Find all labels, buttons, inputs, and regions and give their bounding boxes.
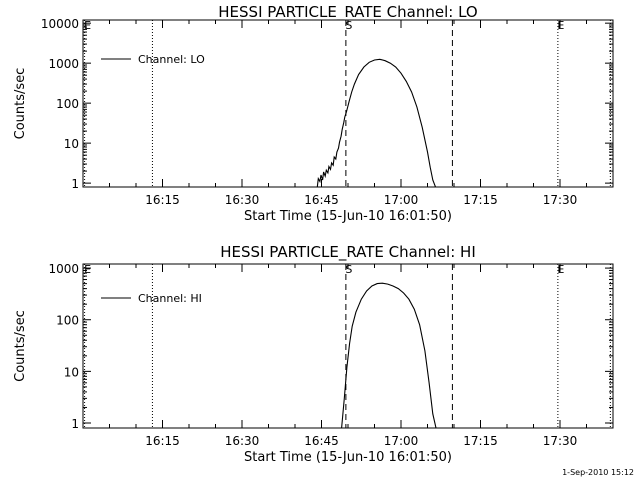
panel2-legend-label: Channel: HI [138,292,202,305]
panel1-y-tick-label: 1 [71,177,79,191]
panel1-y-tick-label: 10000 [41,17,79,31]
panel1-series-line [316,58,441,188]
panel1-title: HESSI PARTICLE_RATE Channel: LO [218,3,477,22]
panel2-x-tick-label: 16:45 [304,434,339,448]
panel1-legend-label: Channel: LO [138,53,205,66]
panel2-y-tick-label: 1 [71,417,79,431]
panel2-x-axis-label: Start Time (15-Jun-10 16:01:50) [244,450,452,465]
print-timestamp: 1-Sep-2010 15:12 [562,468,634,477]
panel1-event-marker-label: S [345,19,352,32]
panel1-y-axis-label: Counts/sec [13,68,28,140]
panel2-plot-frame [82,263,614,429]
panel2-x-tick-label: 17:15 [463,434,498,448]
panel2-series-line [341,282,437,429]
panel2-x-tick-label: 17:00 [384,434,419,448]
panel2-x-tick-label: 16:15 [145,434,180,448]
panel1-event-marker-label: E [557,19,564,32]
panel2-x-tick-label: 16:30 [225,434,260,448]
panel1-y-tick-label: 1000 [48,57,79,71]
panel2-y-tick-label: 100 [56,314,79,328]
panel2-event-marker-label: E [84,263,91,276]
panel1-plot-frame [82,19,614,188]
panel2-event-marker-label: S [345,263,352,276]
panel2-y-tick-label: 1000 [48,262,79,276]
panel1-x-tick-label: 16:15 [145,193,180,207]
panel1-x-axis-label: Start Time (15-Jun-10 16:01:50) [244,209,452,224]
panel2-event-marker-label: E [557,263,564,276]
panel1-x-tick-label: 17:15 [463,193,498,207]
panel1-y-tick-label: 10 [64,137,79,151]
panel1-event-marker-label: E [84,19,91,32]
panel1-y-tick-label: 100 [56,97,79,111]
panel1-x-tick-label: 17:30 [543,193,578,207]
panel1-x-tick-label: 16:45 [304,193,339,207]
panel2-y-axis-label: Counts/sec [13,310,28,382]
panel2-title: HESSI PARTICLE_RATE Channel: HI [220,243,476,262]
panel2-x-tick-label: 17:30 [543,434,578,448]
panel1-x-tick-label: 16:30 [225,193,260,207]
panel2-y-tick-label: 10 [64,365,79,379]
panel1-x-tick-label: 17:00 [384,193,419,207]
